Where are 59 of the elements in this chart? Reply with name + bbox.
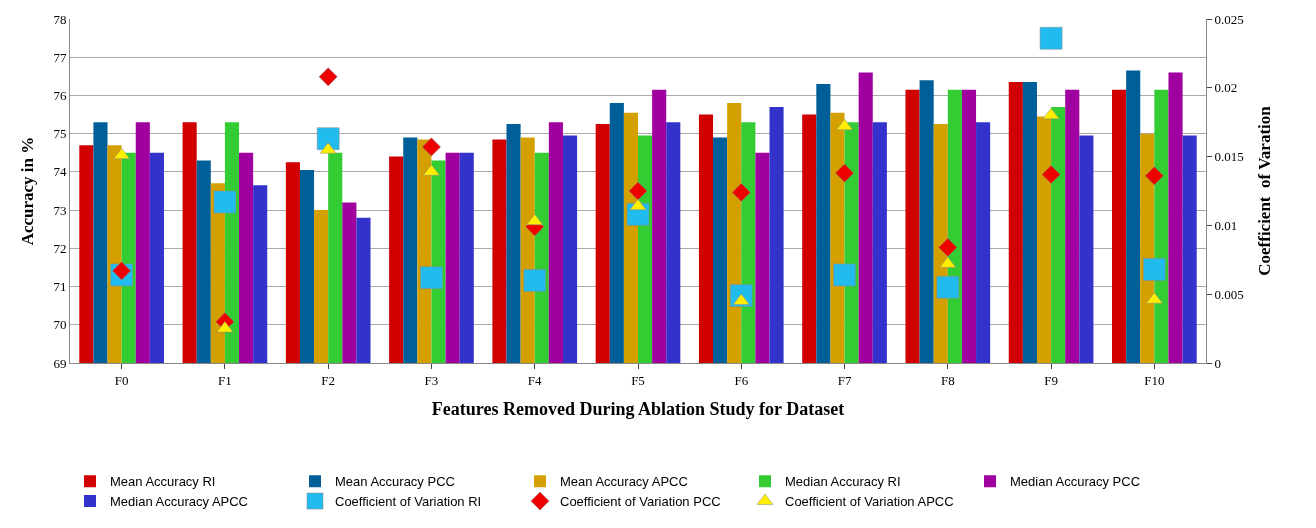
x-tick-label: F0 xyxy=(114,372,129,388)
point xyxy=(1143,258,1166,281)
point xyxy=(1039,27,1063,50)
point xyxy=(423,164,440,176)
y2-tick-label: 0.025 xyxy=(1214,11,1244,27)
point xyxy=(1145,166,1164,186)
point xyxy=(628,181,648,201)
y2-tick-label: 0.015 xyxy=(1214,149,1244,165)
y-tick-label: 78 xyxy=(53,11,67,27)
x-axis-title: Features Removed During Ablation Study for Dataset xyxy=(431,398,845,419)
point xyxy=(835,163,854,183)
point xyxy=(420,266,443,289)
y-tick-label: 76 xyxy=(53,87,67,103)
point xyxy=(213,190,237,214)
x-tick-label: F5 xyxy=(631,372,645,388)
y2-tick-label: 0.02 xyxy=(1214,80,1238,96)
y2-tick-label: 0 xyxy=(1214,355,1222,371)
x-tick-label: F9 xyxy=(1044,372,1058,388)
point xyxy=(113,147,130,159)
legend-label: Mean Accuracy APCC xyxy=(560,474,688,490)
point xyxy=(523,269,546,292)
y-axis-title: Accuracy in % xyxy=(17,136,37,246)
x-tick-label: F7 xyxy=(837,372,852,388)
x-tick-label: F4 xyxy=(527,372,543,388)
x-tick-label: F3 xyxy=(424,372,439,388)
point xyxy=(936,276,960,299)
legend-label: Mean Accuracy RI xyxy=(110,474,216,490)
y2-axis-title: Coefficient of Varation xyxy=(1255,105,1275,276)
legend-label: Median Accuracy PCC xyxy=(1010,474,1141,490)
legend-label: Median Accuracy RI xyxy=(785,474,901,490)
legend-label: Mean Accuracy PCC xyxy=(335,474,455,490)
legend-label: Median Accuracy APCC xyxy=(110,494,249,510)
point xyxy=(318,67,338,87)
y-tick-label: 75 xyxy=(53,126,67,142)
point xyxy=(833,263,856,287)
point xyxy=(938,238,958,257)
legend-label: Coefficient of Variation APCC xyxy=(785,494,954,510)
point xyxy=(422,137,441,157)
point xyxy=(112,261,131,281)
x-tick-label: F10 xyxy=(1144,372,1165,388)
point xyxy=(731,183,751,202)
point xyxy=(1146,292,1163,304)
y-tick-label: 70 xyxy=(53,317,67,333)
y-tick-label: 71 xyxy=(53,279,67,295)
legend-label: Coefficient of Variation PCC xyxy=(560,494,721,510)
x-tick-label: F8 xyxy=(940,372,955,388)
legend-label: Coefficient of Variation RI xyxy=(335,494,482,510)
y2-tick-label: 0.01 xyxy=(1214,217,1238,233)
y-tick-label: 77 xyxy=(53,49,67,65)
y-tick-label: 69 xyxy=(53,355,67,371)
y2-tick-label: 0.005 xyxy=(1214,286,1244,302)
x-tick-label: F2 xyxy=(321,372,336,388)
x-tick-label: F6 xyxy=(734,372,749,388)
y-tick-label: 72 xyxy=(53,240,67,256)
x-tick-label: F1 xyxy=(218,372,232,388)
y-tick-label: 73 xyxy=(53,202,67,218)
point xyxy=(836,119,853,131)
y-tick-label: 74 xyxy=(53,164,67,180)
point xyxy=(1041,165,1061,184)
